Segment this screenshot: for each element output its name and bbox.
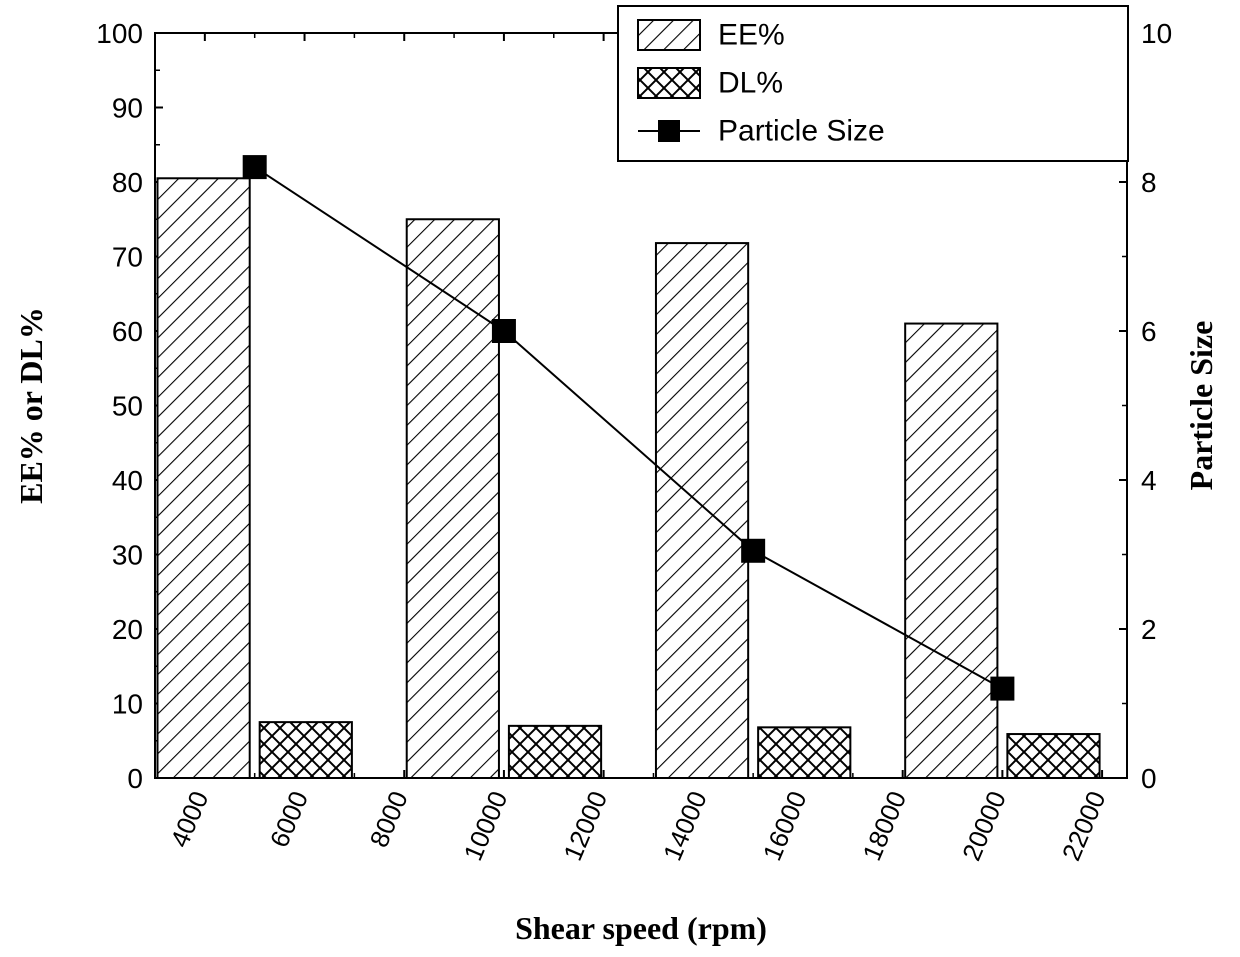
x-axis-label: Shear speed (rpm) [515, 910, 767, 946]
bar-dl [1007, 734, 1099, 778]
bar-dl [758, 727, 850, 778]
y-left-tick-label: 50 [112, 390, 143, 421]
y-right-tick-label: 4 [1141, 465, 1157, 496]
y-right-tick-label: 6 [1141, 316, 1157, 347]
legend-swatch-dl [638, 68, 700, 98]
y-right-tick-label: 10 [1141, 18, 1172, 49]
particle-size-marker [243, 155, 267, 179]
y-left-tick-label: 100 [96, 18, 143, 49]
bar-ee [905, 324, 997, 778]
y-left-tick-label: 90 [112, 92, 143, 123]
y-left-tick-label: 0 [127, 763, 143, 794]
legend-swatch-ee [638, 20, 700, 50]
y-left-tick-label: 80 [112, 167, 143, 198]
y-left-tick-label: 20 [112, 614, 143, 645]
y-left-tick-label: 60 [112, 316, 143, 347]
y-left-axis-label: EE% or DL% [13, 307, 49, 504]
particle-size-marker [492, 319, 516, 343]
y-right-tick-label: 8 [1141, 167, 1157, 198]
y-left-tick-label: 30 [112, 539, 143, 570]
y-right-tick-label: 2 [1141, 614, 1157, 645]
particle-size-marker [990, 677, 1014, 701]
y-left-tick-label: 10 [112, 688, 143, 719]
bar-ee [407, 219, 499, 778]
bar-dl [260, 722, 352, 778]
legend-marker-swatch [658, 120, 680, 142]
bar-ee [656, 243, 748, 778]
particle-size-marker [741, 539, 765, 563]
y-right-axis-label: Particle Size [1183, 321, 1219, 491]
bar-dl [509, 726, 601, 778]
y-left-tick-label: 40 [112, 465, 143, 496]
legend-label-dl: DL% [718, 67, 783, 100]
legend-label-line: Particle Size [718, 115, 885, 148]
y-right-tick-label: 0 [1141, 763, 1157, 794]
bar-ee [157, 178, 249, 778]
chart-svg: 4000600080001000012000140001600018000200… [0, 0, 1240, 957]
chart-container: 4000600080001000012000140001600018000200… [0, 0, 1240, 957]
y-left-tick-label: 70 [112, 241, 143, 272]
legend: EE% DL% Particle Size [618, 6, 1128, 161]
legend-label-ee: EE% [718, 19, 785, 52]
